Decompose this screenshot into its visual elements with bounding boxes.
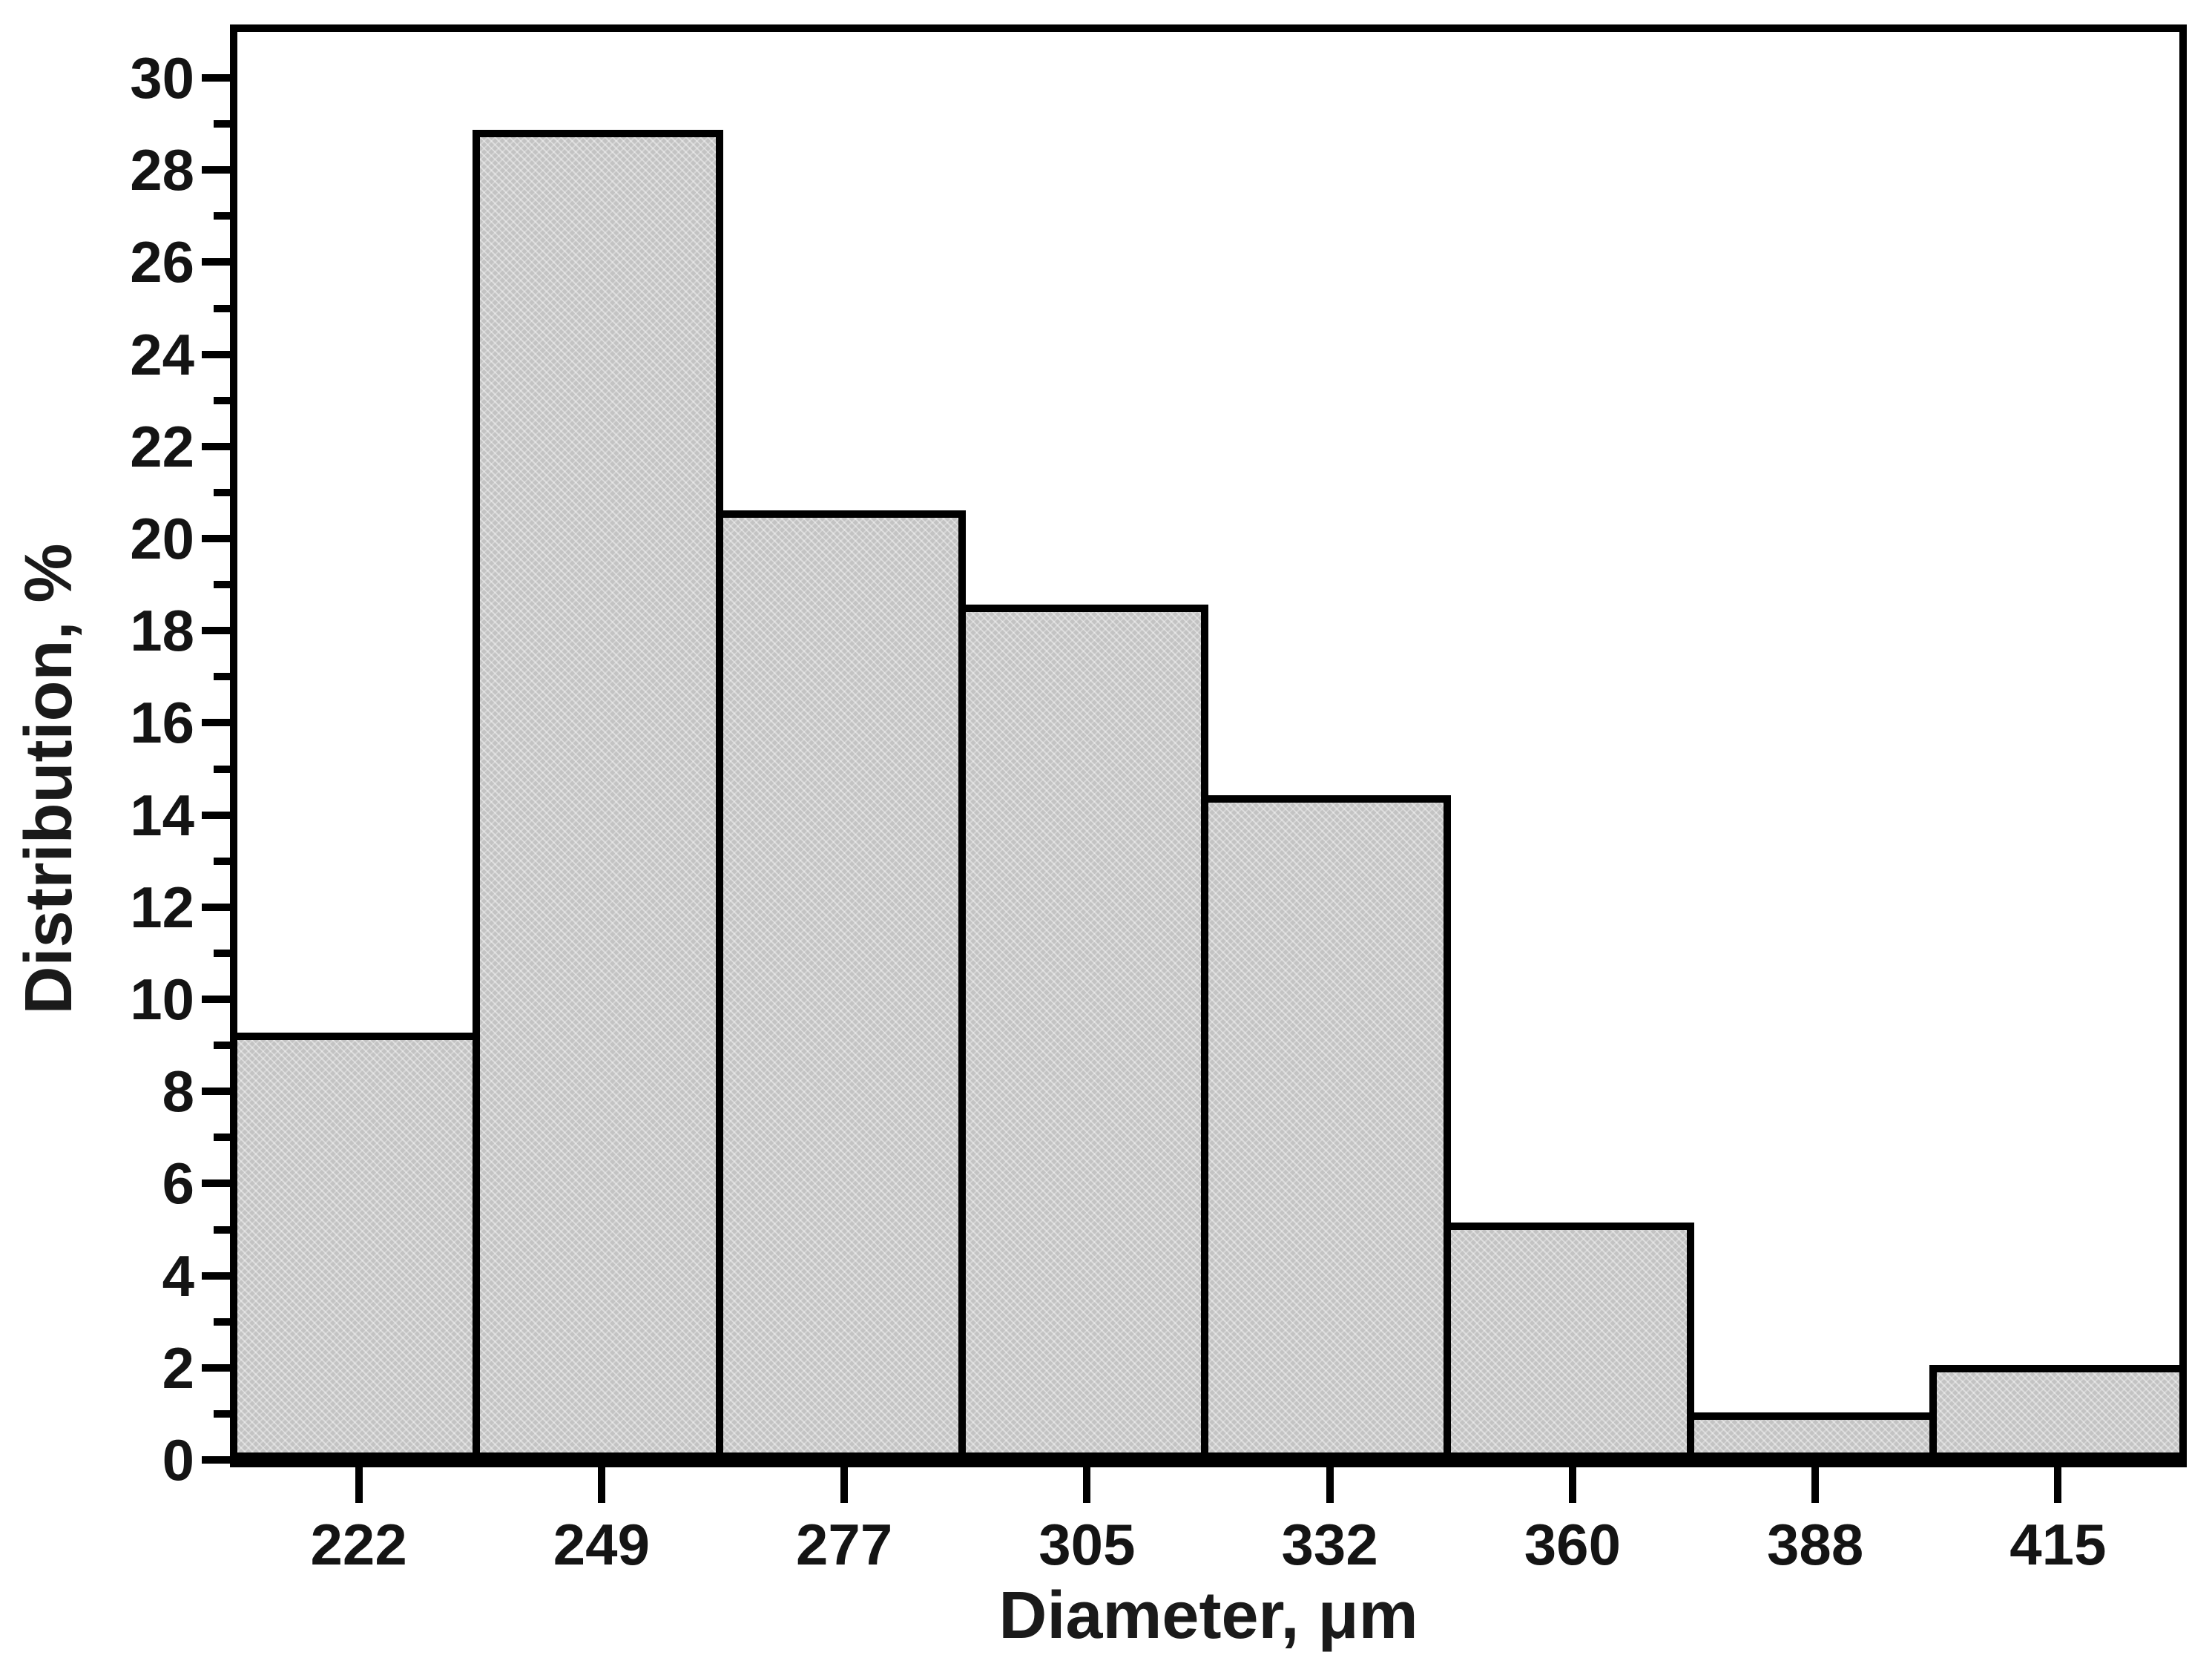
y-axis-minor-tick-27 [214, 212, 230, 220]
x-axis-major-tick-360 [1568, 1467, 1576, 1503]
y-axis-major-tick-0 [202, 1456, 230, 1464]
x-axis-tick-label-249: 249 [553, 1512, 650, 1577]
y-axis-major-tick-20 [202, 535, 230, 543]
histogram-bar-360 [1444, 1223, 1694, 1460]
y-axis-minor-tick-13 [214, 857, 230, 865]
x-axis-tick-label-360: 360 [1524, 1512, 1621, 1577]
histogram-bar-249 [473, 130, 723, 1460]
y-axis-major-tick-22 [202, 442, 230, 450]
y-axis-minor-tick-11 [214, 949, 230, 957]
y-axis-major-tick-12 [202, 903, 230, 911]
x-axis-tick-label-388: 388 [1767, 1512, 1864, 1577]
y-axis-major-tick-24 [202, 350, 230, 358]
x-axis-tick-label-415: 415 [2009, 1512, 2107, 1577]
x-axis-major-tick-388 [1811, 1467, 1820, 1503]
histogram-bar-222 [237, 1032, 481, 1460]
y-axis-tick-label-14: 14 [130, 782, 194, 848]
y-axis-major-tick-18 [202, 627, 230, 635]
y-axis-major-tick-14 [202, 811, 230, 819]
y-axis-tick-label-28: 28 [130, 137, 194, 203]
y-axis-major-tick-16 [202, 719, 230, 727]
x-axis-tick-label-277: 277 [796, 1512, 893, 1577]
x-axis-major-tick-277 [840, 1467, 849, 1503]
y-axis-tick-label-2: 2 [162, 1335, 194, 1401]
y-axis-major-tick-4 [202, 1271, 230, 1280]
histogram-bar-415 [1929, 1365, 2179, 1460]
x-axis-tick-label-222: 222 [310, 1512, 407, 1577]
y-axis-title: Distribution, % [12, 543, 86, 1015]
y-axis-major-tick-26 [202, 258, 230, 266]
x-axis-tick-label-305: 305 [1038, 1512, 1136, 1577]
histogram-bar-388 [1686, 1412, 1937, 1460]
plot-area: 0 2 4 6 8 10 12 14 16 18 20 22 24 26 28 30 222 249 277 305 3… [130, 24, 2187, 1573]
y-axis-tick-label-18: 18 [130, 598, 194, 664]
y-axis-tick-label-16: 16 [130, 690, 194, 756]
y-axis-minor-tick-21 [214, 488, 230, 496]
y-axis-tick-label-0: 0 [162, 1427, 194, 1493]
y-axis-major-tick-6 [202, 1179, 230, 1188]
x-axis-tick-label-332: 332 [1281, 1512, 1378, 1577]
x-axis-major-tick-249 [597, 1467, 605, 1503]
y-axis-tick-label-10: 10 [130, 967, 194, 1033]
y-axis-minor-tick-15 [214, 765, 230, 773]
y-axis-major-tick-30 [202, 74, 230, 82]
y-axis-tick-label-20: 20 [130, 506, 194, 572]
y-axis-tick-label-4: 4 [162, 1243, 194, 1309]
y-axis-major-tick-10 [202, 996, 230, 1004]
y-axis-minor-tick-19 [214, 581, 230, 589]
y-axis-minor-tick-1 [214, 1409, 230, 1418]
x-axis-major-tick-332 [1326, 1467, 1334, 1503]
y-axis-minor-tick-25 [214, 304, 230, 312]
y-axis-tick-label-26: 26 [130, 229, 194, 295]
x-axis-major-tick-305 [1083, 1467, 1091, 1503]
histogram-bar-332 [1201, 794, 1452, 1460]
y-axis-tick-label-30: 30 [130, 45, 194, 111]
y-axis-minor-tick-3 [214, 1317, 230, 1326]
y-axis-minor-tick-5 [214, 1225, 230, 1234]
y-axis-major-tick-28 [202, 166, 230, 174]
y-axis-tick-label-24: 24 [130, 321, 194, 387]
y-axis-minor-tick-29 [214, 120, 230, 128]
y-axis-major-tick-8 [202, 1088, 230, 1096]
x-axis-major-tick-415 [2054, 1467, 2062, 1503]
y-axis-minor-tick-23 [214, 396, 230, 404]
y-axis-tick-label-12: 12 [130, 874, 194, 940]
histogram-bar-305 [958, 605, 1208, 1460]
y-axis-minor-tick-17 [214, 673, 230, 681]
y-axis-tick-label-8: 8 [162, 1059, 194, 1125]
y-axis-minor-tick-9 [214, 1042, 230, 1050]
x-axis-title: Diameter, μm [998, 1579, 1418, 1653]
y-axis-tick-label-22: 22 [130, 413, 194, 479]
x-axis-major-tick-222 [355, 1467, 363, 1503]
y-axis-major-tick-2 [202, 1363, 230, 1372]
y-axis-tick-label-6: 6 [162, 1151, 194, 1217]
y-axis-minor-tick-7 [214, 1134, 230, 1142]
histogram-bar-277 [715, 510, 966, 1460]
